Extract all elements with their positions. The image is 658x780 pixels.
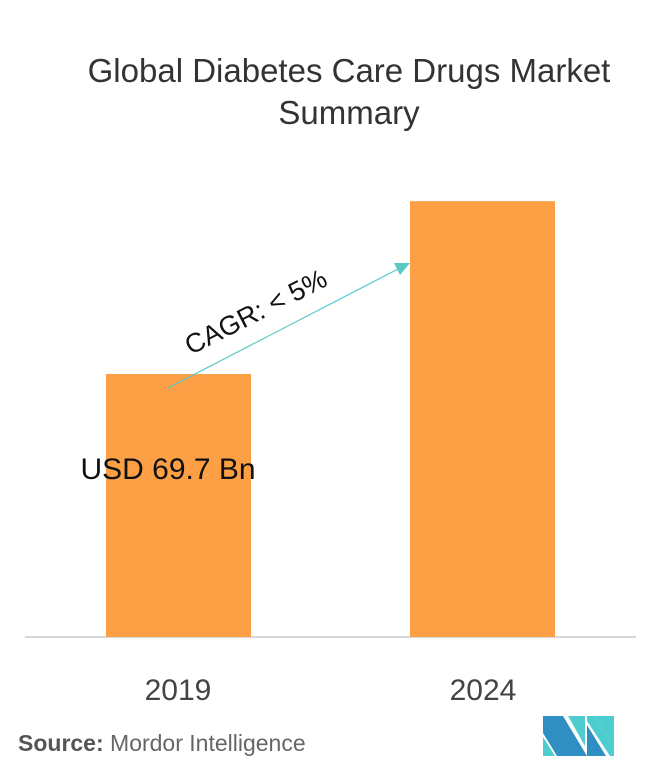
x-tick-2024: 2024 — [450, 674, 517, 707]
cagr-arrow-head — [394, 263, 410, 275]
source-label: Source: — [18, 730, 104, 756]
cagr-arrow-line — [167, 268, 399, 389]
cagr-annotation: CAGR: < 5% — [180, 263, 332, 360]
mordor-logo — [543, 716, 614, 756]
data-label-2019: USD 69.7 Bn — [80, 453, 255, 486]
bar-2024 — [410, 201, 555, 638]
source-note: Source: Mordor Intelligence — [18, 730, 306, 757]
source-text: Mordor Intelligence — [110, 730, 306, 756]
bar-2019 — [106, 374, 251, 637]
x-tick-2019: 2019 — [145, 674, 212, 707]
chart-title: Global Diabetes Care Drugs Market Summar… — [87, 52, 611, 131]
